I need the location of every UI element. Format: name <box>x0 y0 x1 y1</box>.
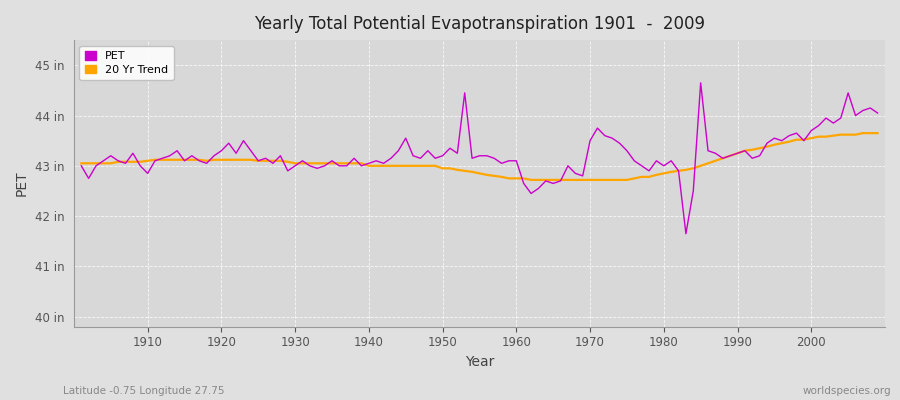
20 Yr Trend <box>297 161 308 166</box>
PET <box>76 164 86 168</box>
PET <box>680 231 691 236</box>
20 Yr Trend <box>76 161 86 166</box>
20 Yr Trend <box>872 131 883 136</box>
20 Yr Trend <box>503 176 514 181</box>
20 Yr Trend <box>511 176 522 181</box>
PET <box>599 133 610 138</box>
Text: Latitude -0.75 Longitude 27.75: Latitude -0.75 Longitude 27.75 <box>63 386 224 396</box>
Text: worldspecies.org: worldspecies.org <box>803 386 891 396</box>
20 Yr Trend <box>526 178 536 182</box>
20 Yr Trend <box>607 178 617 182</box>
20 Yr Trend <box>858 131 868 136</box>
PET <box>511 158 522 163</box>
X-axis label: Year: Year <box>464 355 494 369</box>
PET <box>503 158 514 163</box>
PET <box>872 111 883 116</box>
PET <box>297 158 308 163</box>
20 Yr Trend <box>135 159 146 164</box>
Legend: PET, 20 Yr Trend: PET, 20 Yr Trend <box>79 46 174 80</box>
PET <box>135 164 146 168</box>
20 Yr Trend <box>341 161 352 166</box>
PET <box>696 80 706 85</box>
Title: Yearly Total Potential Evapotranspiration 1901  -  2009: Yearly Total Potential Evapotranspiratio… <box>254 15 705 33</box>
Line: 20 Yr Trend: 20 Yr Trend <box>81 133 878 180</box>
Line: PET: PET <box>81 83 878 234</box>
PET <box>341 164 352 168</box>
Y-axis label: PET: PET <box>15 171 29 196</box>
